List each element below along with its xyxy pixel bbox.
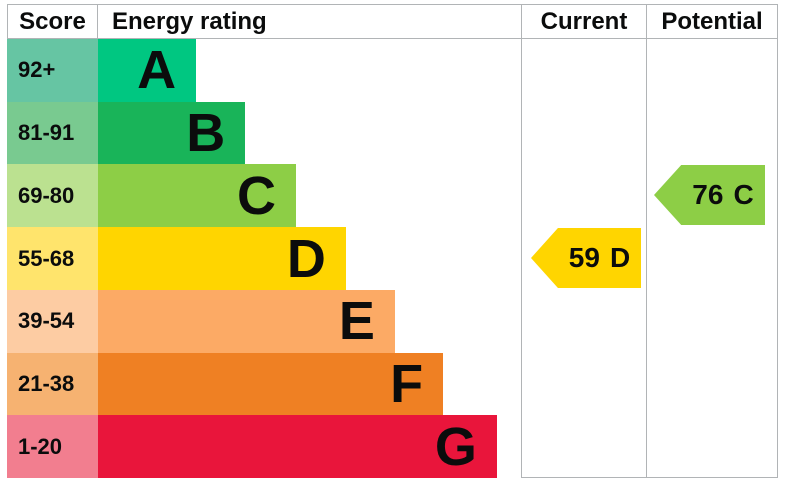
header-current: Current [521,5,646,38]
band-score-range: 69-80 [7,164,98,228]
band-letter: D [286,228,326,289]
band-score-range: 55-68 [7,227,98,290]
current-rating-band: D [609,242,631,273]
table-body: 92+ A 81-91 B 69-80 [7,39,778,479]
band-row-a: 92+ A [7,39,521,102]
band-bar: A [98,39,197,102]
band-score-range: 21-38 [7,352,98,416]
band-row-g: 1-20 G [7,415,521,479]
band-bar: E [98,289,395,353]
current-rating-arrow: 59 D [531,228,641,288]
band-row-e: 39-54 E [7,289,521,353]
band-row-c: 69-80 C [7,164,521,228]
header-energy-rating: Energy rating [112,7,267,35]
potential-rating-arrow: 76 C [654,165,765,225]
band-letter: B [186,103,226,164]
band-bar: D [98,227,346,290]
rating-bands-column: 92+ A 81-91 B 69-80 [7,39,521,479]
band-bar: B [98,101,246,165]
band-letter: F [390,353,424,414]
header-potential: Potential [646,5,778,38]
band-bar: F [98,352,444,416]
potential-rating-band: C [733,179,754,210]
potential-rating-value: 76 [692,179,724,210]
band-bar: G [98,415,497,479]
band-score-range: 92+ [7,39,98,102]
header-score: Score [7,5,98,38]
band-letter: A [137,40,177,101]
current-rating-value: 59 [568,242,600,273]
current-column: 59 D [521,39,646,478]
band-letter: C [236,165,276,226]
band-score-range: 81-91 [7,101,98,165]
band-letter: E [338,291,375,352]
potential-column: 76 C [646,39,778,478]
band-bar: C [98,164,296,228]
table-header: Score Energy rating Current Potential [7,4,778,39]
band-score-range: 1-20 [7,415,98,479]
band-score-range: 39-54 [7,289,98,353]
band-row-b: 81-91 B [7,101,521,165]
band-letter: G [434,416,477,477]
band-row-f: 21-38 F [7,352,521,416]
band-row-d: 55-68 D [7,227,521,290]
epc-rating-chart: Score Energy rating Current Potential 92… [7,4,778,479]
